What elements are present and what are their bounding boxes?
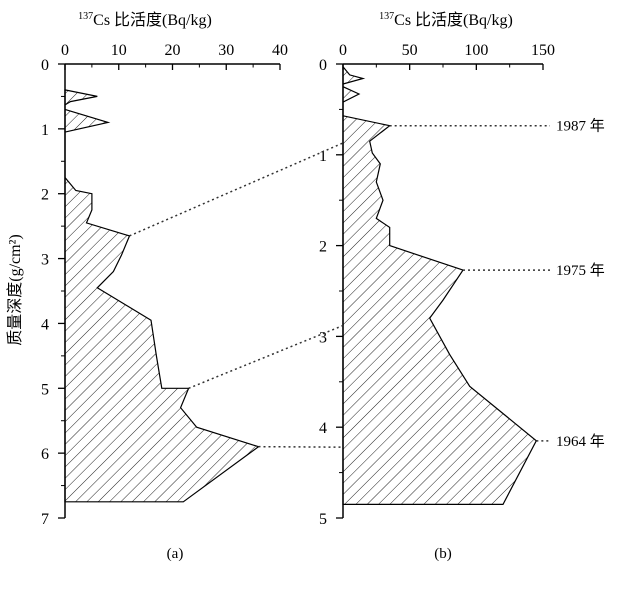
panel-a-xlabel: 137Cs 比活度(Bq/kg) — [78, 11, 212, 29]
panel-b-profile-area — [342, 65, 538, 505]
panel-b-y-tick-label: 1 — [319, 148, 327, 165]
panel-a-y-tick-label: 4 — [41, 316, 49, 333]
panel-a-y-tick-label: 1 — [41, 122, 49, 139]
panel-b-annotations: 1987 年 1975 年 1964 年 — [389, 118, 605, 450]
panel-b-y-tick-label: 3 — [319, 329, 327, 346]
panel-b-axes: 0 50 100 150 0 1 2 3 4 5 — [319, 42, 555, 528]
panel-b-x-tick-label: 150 — [531, 42, 555, 59]
panel-a-x-tick-label: 40 — [272, 42, 288, 59]
panel-a-x-tick-label: 0 — [61, 42, 69, 59]
panel-a-y-tick-label: 2 — [41, 187, 49, 204]
panel-a-x-tick-label: 30 — [218, 42, 234, 59]
panel-a-label: (a) — [167, 546, 184, 562]
correlation-lines — [129, 142, 344, 448]
panel-a-y-tick-label: 3 — [41, 252, 49, 269]
panel-a: 137Cs 比活度(Bq/kg) 0 10 20 30 40 0 1 2 3 4 5 6 7 (a) — [41, 11, 288, 562]
panel-b-xlabel: 137Cs 比活度(Bq/kg) — [379, 11, 513, 29]
y-axis-label: 质量深度(g/cm²) — [6, 234, 24, 345]
panel-a-y-tick-label: 7 — [41, 511, 49, 528]
panel-a-x-tick-label: 20 — [165, 42, 181, 59]
panel-b-x-tick-label: 100 — [464, 42, 488, 59]
panel-b-profile-polygon — [342, 65, 538, 505]
correlation-line — [129, 142, 344, 237]
panel-b-y-tick-label: 0 — [319, 57, 327, 74]
panel-b-x-tick-label: 50 — [402, 42, 418, 59]
annotation-year-label: 1975 年 — [556, 262, 605, 279]
panel-a-axes: 0 10 20 30 40 0 1 2 3 4 5 6 7 — [41, 42, 288, 528]
panel-a-y-tick-label: 5 — [41, 381, 49, 398]
correlation-line — [188, 324, 344, 389]
panel-b-y-tick-label: 5 — [319, 511, 327, 528]
panel-b-y-tick-label: 4 — [319, 420, 327, 437]
panel-b-y-tick-label: 2 — [319, 239, 327, 256]
panel-a-y-tick-label: 0 — [41, 57, 49, 74]
panel-b-x-tick-label: 0 — [339, 42, 347, 59]
panel-a-profile-polygon — [64, 89, 260, 503]
panel-a-x-tick-label: 10 — [111, 42, 127, 59]
annotation-year-label: 1964 年 — [556, 433, 605, 450]
panel-b-label: (b) — [434, 546, 452, 562]
correlation-line — [258, 445, 344, 448]
panel-a-profile-area — [64, 89, 260, 503]
annotation-year-label: 1987 年 — [556, 118, 605, 135]
panel-a-y-tick-label: 6 — [41, 446, 49, 463]
